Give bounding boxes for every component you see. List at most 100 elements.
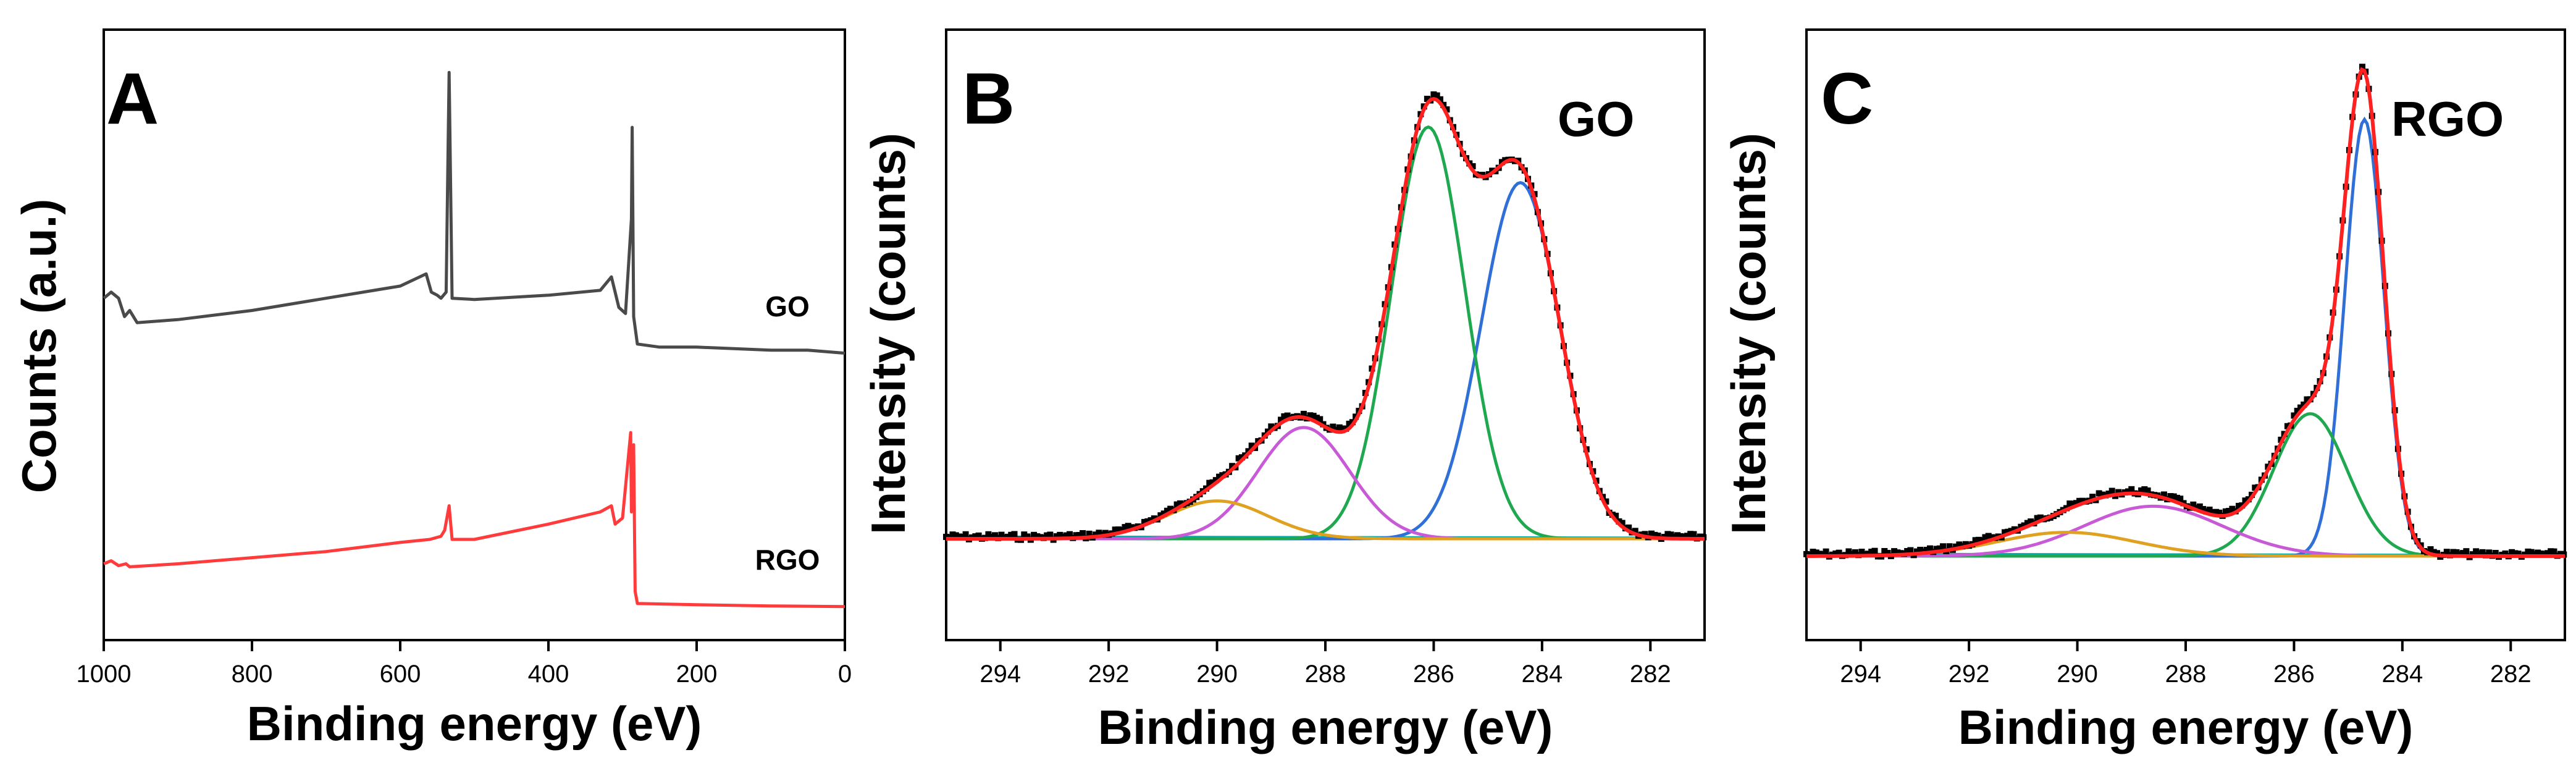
panel-a-x-ticks: 1000 800 600 400 200 0	[77, 640, 852, 688]
panel-b-raw-data-point	[1340, 425, 1346, 432]
panel-b-raw-data-point	[1603, 498, 1609, 505]
panel-a-plot-frame	[103, 28, 846, 641]
panel-b-raw-data-point	[1307, 412, 1314, 419]
panel-c-raw-data-point	[2128, 486, 2135, 492]
panel-b-raw-data-point	[988, 533, 995, 540]
panel-c-raw-data-point	[2138, 487, 2145, 494]
panel-b-raw-data-point	[1096, 530, 1102, 536]
panel-b-raw-data-point	[1063, 532, 1070, 539]
panel-b-x-tick-label: 288	[1305, 660, 1346, 688]
panel-b-raw-data-point	[1648, 530, 1655, 537]
panel-b-raw-data-point	[1086, 530, 1093, 537]
panel-b-raw-data-point	[1102, 530, 1109, 536]
panel-b-raw-data-point	[1141, 518, 1148, 525]
panel-b-raw-data-point	[1433, 92, 1440, 99]
panel-c-raw-data-point	[1832, 550, 1839, 557]
panel-b-x-tick-label: 286	[1413, 660, 1454, 688]
panel-b-x-tick-label: 292	[1088, 660, 1130, 688]
panel-b-x-tick-label: 284	[1521, 660, 1563, 688]
panel-c-raw-data-point	[2443, 549, 2450, 555]
panel-c-raw-data-point	[2528, 549, 2535, 555]
panel-c-raw-data-point	[2024, 520, 2031, 526]
panel-c-component-c-c-curve	[1806, 116, 2565, 558]
panel-c-raw-data-point	[2222, 508, 2229, 515]
panel-b-x-ticks: 294 292 290 288 286 284 282	[980, 640, 1671, 688]
panel-c-raw-data-point	[1858, 549, 1865, 555]
panel-c-raw-data-point	[2105, 491, 2112, 497]
panel-c-raw-data-point	[2190, 501, 2197, 508]
panel-c-raw-data-point	[2548, 548, 2554, 555]
panel-c-raw-data-point	[1985, 533, 1992, 539]
panel-c-raw-data-point	[1884, 550, 1891, 557]
panel-c-raw-data-point	[2544, 550, 2551, 557]
panel-c-raw-data-point	[2002, 529, 2008, 536]
panel-b-raw-data-point	[998, 531, 1005, 538]
panel-a-series-go-line	[103, 70, 845, 355]
panel-c-raw-data-point	[2066, 500, 2073, 507]
panel-b-raw-data-point	[1115, 526, 1122, 533]
panel-c-raw-data-point	[2460, 550, 2467, 557]
panel-c-raw-data-point	[1940, 543, 1947, 550]
panel-b-raw-data-point	[1268, 423, 1275, 430]
panel-c-raw-data-point	[2463, 548, 2470, 555]
panel-b-raw-data-point	[1173, 501, 1180, 508]
panel-b-raw-data-point	[1424, 95, 1430, 102]
panel-b-raw-data-point	[1008, 531, 1015, 538]
panel-c-raw-data-point	[2206, 506, 2213, 513]
panel-b-raw-data-point	[1469, 163, 1476, 170]
panel-c-raw-data-point	[2177, 496, 2184, 502]
panel-c-raw-data-point	[2304, 396, 2310, 403]
panel-c-raw-data-point	[1956, 541, 1963, 548]
panel-a-x-tick-label: 200	[676, 660, 718, 688]
panel-b-raw-data-point	[1177, 500, 1183, 507]
panel-c-raw-data-point	[1913, 548, 1920, 555]
panel-c-raw-data-point	[2229, 505, 2236, 512]
panel-c-x-tick-label: 294	[1840, 660, 1881, 688]
panel-b-raw-data-point	[1125, 523, 1131, 530]
panel-b-raw-data-point	[991, 532, 998, 539]
panel-c-raw-data-point	[1803, 551, 1810, 557]
panel-c-raw-data-point	[2525, 548, 2532, 555]
panel-c-raw-data-point	[2476, 550, 2483, 557]
panel-c-raw-data-point	[2196, 503, 2203, 510]
panel-b-raw-data-point	[962, 531, 969, 538]
panel-b-raw-data-point	[972, 533, 979, 540]
panel-c-raw-data-point	[2531, 551, 2538, 557]
panel-a-x-tick-label: 1000	[77, 660, 132, 688]
panel-b-raw-data-point	[1443, 106, 1450, 113]
panel-c-raw-data-point	[1988, 534, 1995, 541]
panel-c-raw-data-point	[2209, 509, 2216, 516]
panel-c-raw-data-point	[1836, 549, 1842, 556]
panel-b-raw-data-point	[1346, 420, 1353, 427]
panel-b-raw-data-point	[1687, 531, 1694, 538]
panel-c-raw-data-point	[1816, 551, 1823, 557]
panel-b-raw-data-point	[1164, 507, 1170, 514]
panel-c-raw-data-point	[1813, 549, 1819, 556]
panel-c-raw-data-point	[1975, 536, 1982, 543]
panel-b-raw-data-point	[1674, 532, 1681, 539]
panel-b-raw-data-point	[1437, 96, 1443, 103]
panel-c-raw-data-point	[2005, 528, 2012, 535]
panel-b-raw-data-point	[1093, 531, 1099, 538]
panel-b-raw-data-point	[1044, 532, 1051, 539]
panel-c-y-axis-title: Intensity (counts)	[1721, 133, 1776, 534]
panel-c-raw-data-point	[2141, 486, 2148, 492]
panel-b-raw-data-point	[1122, 524, 1128, 531]
panel-b-raw-data-point	[1317, 416, 1324, 423]
panel-b: 294 292 290 288 286 284 282 B GO Binding energ…	[861, 28, 1707, 754]
panel-b-raw-data-point	[1167, 505, 1174, 512]
panel-b-y-axis-title: Intensity (counts)	[861, 133, 915, 534]
panel-b-raw-data-point	[1626, 524, 1632, 531]
panel-c-raw-data-point	[2502, 550, 2509, 557]
panel-c-letter: C	[1821, 58, 1873, 140]
panel-c-raw-data-point	[2216, 509, 2223, 516]
panel-b-raw-data-point	[1336, 424, 1343, 431]
panel-b-raw-data-point	[1011, 531, 1018, 538]
panel-b-raw-data-point	[1151, 515, 1157, 522]
panel-b-raw-data-point	[1278, 416, 1285, 423]
panel-c-raw-data-point	[1865, 551, 1871, 557]
panel-c-raw-data-point	[2073, 500, 2079, 507]
panel-b-x-tick-label: 282	[1630, 660, 1671, 688]
panel-c-raw-data-point	[1972, 537, 1979, 544]
